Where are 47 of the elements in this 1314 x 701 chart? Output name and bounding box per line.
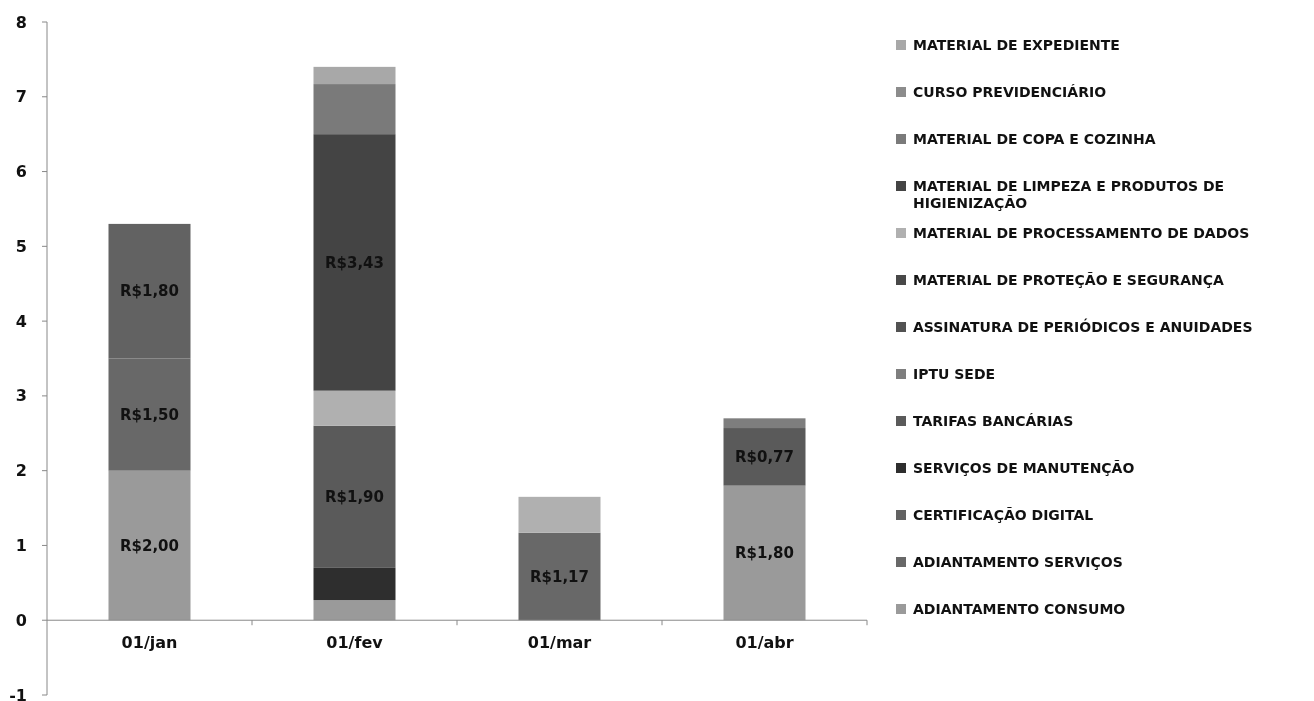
legend-label: MATERIAL DE PROTEÇÃO E SEGURANÇA xyxy=(913,271,1224,288)
bar xyxy=(313,600,396,621)
y-tick-label: 2 xyxy=(15,461,27,481)
bar xyxy=(723,418,806,429)
legend-label: TARIFAS BANCÁRIAS xyxy=(913,412,1074,429)
legend-label: MATERIAL DE PROCESSAMENTO DE DADOS xyxy=(913,224,1250,241)
bar xyxy=(313,567,396,601)
legend-label: MATERIAL DE EXPEDIENTE xyxy=(913,36,1120,53)
bar xyxy=(723,428,806,486)
data-label: R$2,00 xyxy=(120,536,179,555)
data-label: R$1,80 xyxy=(735,544,794,563)
y-tick-label: 7 xyxy=(15,87,27,107)
bar xyxy=(313,134,396,391)
legend-label: CERTIFICAÇÃO DIGITAL xyxy=(913,506,1094,523)
bar xyxy=(313,84,396,135)
bar xyxy=(518,496,601,533)
y-tick-label: -1 xyxy=(9,685,27,701)
y-tick-label: 5 xyxy=(15,236,27,256)
x-tick-label: 01/abr xyxy=(735,633,794,653)
data-label: R$1,50 xyxy=(120,405,179,424)
legend-label: ASSINATURA DE PERIÓDICOS E ANUIDADES xyxy=(913,317,1253,335)
bar xyxy=(313,425,396,568)
bar xyxy=(313,66,396,85)
legend-label: MATERIAL DE LIMPEZA E PRODUTOS DE HIGIENIZAÇÃO xyxy=(913,177,1225,211)
x-tick-label: 01/mar xyxy=(527,633,592,653)
data-label: R$1,80 xyxy=(120,282,179,301)
data-label: R$0,77 xyxy=(735,448,794,467)
y-tick-label: 6 xyxy=(15,162,27,182)
x-tick-label: 01/jan xyxy=(121,633,178,653)
bar xyxy=(108,470,191,621)
legend-label: ADIANTAMENTO SERVIÇOS xyxy=(913,553,1123,570)
y-tick-label: 8 xyxy=(15,12,27,32)
bar xyxy=(723,485,806,621)
bar xyxy=(518,532,601,621)
x-tick-label: 01/fev xyxy=(326,633,384,653)
data-label: R$1,90 xyxy=(325,488,384,507)
legend-label: IPTU SEDE xyxy=(913,365,996,382)
legend-label: ADIANTAMENTO CONSUMO xyxy=(913,600,1126,617)
data-label: R$1,17 xyxy=(530,567,589,586)
bar xyxy=(313,390,396,426)
legend-label: MATERIAL DE COPA E COZINHA xyxy=(913,130,1156,147)
legend-label: CURSO PREVIDENCIÁRIO xyxy=(913,83,1107,100)
y-tick-label: 3 xyxy=(15,386,27,406)
y-tick-label: 4 xyxy=(15,311,27,331)
y-tick-label: 0 xyxy=(15,610,27,630)
legend-label: SERVIÇOS DE MANUTENÇÃO xyxy=(913,459,1135,476)
y-tick-label: 1 xyxy=(15,536,27,556)
